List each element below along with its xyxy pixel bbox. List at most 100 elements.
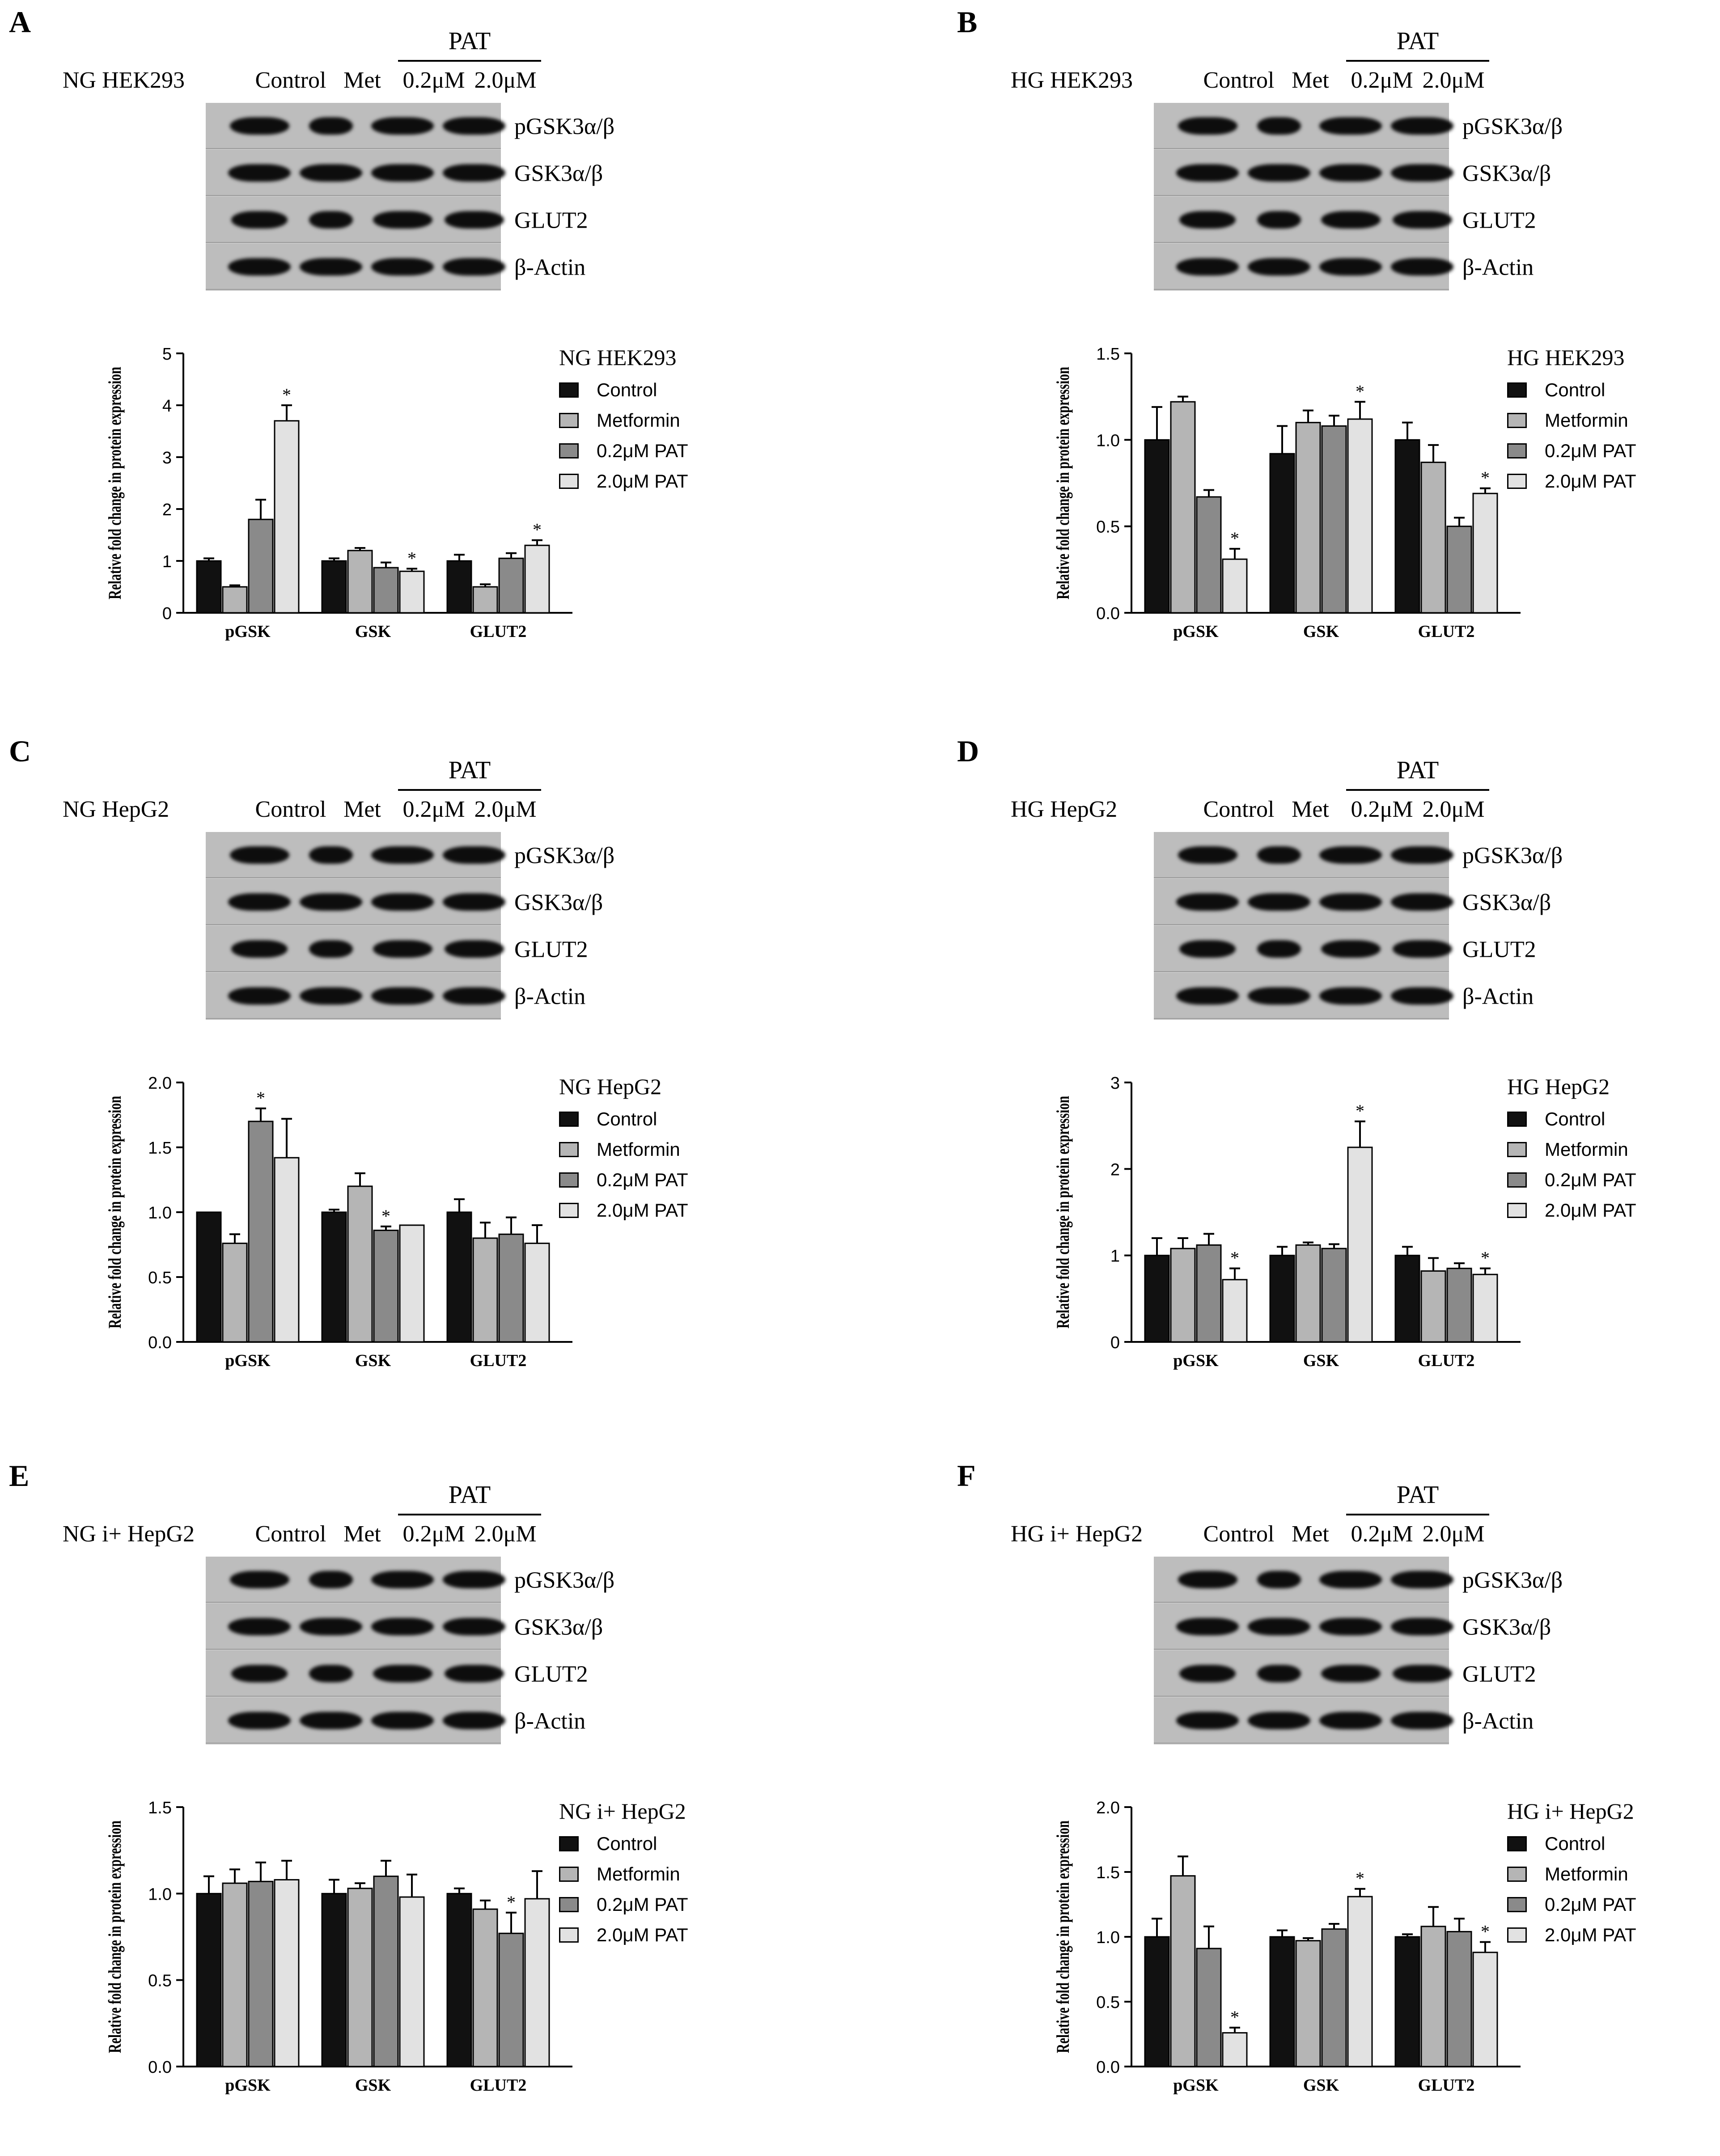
panel-label: E xyxy=(9,1459,30,1493)
panel-C: C NG HepG2 Control Met 0.2μM 2.0μM PAT pGSK3α/β… xyxy=(9,734,841,1431)
bar-chart: 0.0 0.5 1.0 1.5 Relative fold change in prot… xyxy=(105,1799,572,2095)
protein-band xyxy=(1257,940,1301,958)
bar xyxy=(1472,492,1498,614)
legend-item: Metformin xyxy=(1507,1859,1720,1889)
legend-swatch xyxy=(1507,1897,1527,1912)
legend-swatch xyxy=(1507,1836,1527,1851)
blot-strip xyxy=(206,197,504,243)
y-axis-label: Relative fold change in protein expressi… xyxy=(1053,1821,1073,2053)
protein-band xyxy=(1321,211,1381,229)
panel-D: D HG HepG2 Control Met 0.2μM 2.0μM PAT pGSK3α/β… xyxy=(957,734,1720,1431)
legend-item: 0.2μM PAT xyxy=(1507,1889,1720,1920)
protein-band xyxy=(1319,164,1382,182)
protein-band xyxy=(1179,940,1236,958)
protein-band xyxy=(300,258,362,276)
protein-band xyxy=(1248,258,1310,276)
bar xyxy=(1222,1279,1248,1343)
lane-label: 0.2μM xyxy=(1351,68,1413,93)
protein-band xyxy=(443,987,505,1005)
legend-swatch xyxy=(559,1836,579,1851)
significance-star: * xyxy=(1356,1101,1364,1121)
lane-label: Control xyxy=(1203,68,1275,93)
protein-label: pGSK3α/β xyxy=(1462,1567,1563,1593)
protein-band xyxy=(1179,1664,1236,1683)
protein-band xyxy=(1178,846,1237,864)
lane-label: 2.0μM xyxy=(474,797,537,822)
western-blot-image xyxy=(1154,103,1453,291)
bar xyxy=(196,1211,222,1343)
blot-header: NG i+ HepG2 Control Met 0.2μM 2.0μM PAT xyxy=(63,1481,577,1566)
lane-label: 2.0μM xyxy=(1422,1521,1485,1547)
protein-label: GSK3α/β xyxy=(514,890,603,915)
bar xyxy=(1196,1244,1222,1343)
lane-label: Control xyxy=(1203,797,1275,822)
panel-label: C xyxy=(9,734,31,768)
protein-band xyxy=(1319,1570,1382,1589)
significance-star: * xyxy=(1481,1248,1490,1268)
blot-header: NG HepG2 Control Met 0.2μM 2.0μM PAT xyxy=(63,756,577,841)
protein-label: GLUT2 xyxy=(514,937,588,962)
bar xyxy=(373,1876,399,2067)
bar xyxy=(1321,1248,1347,1343)
pat-underline xyxy=(1346,789,1489,791)
lane-label: 0.2μM xyxy=(402,797,465,822)
protein-band xyxy=(1257,117,1301,135)
x-category-label: GLUT2 xyxy=(1418,2076,1475,2095)
x-category-label: pGSK xyxy=(1173,622,1219,641)
protein-band xyxy=(444,211,504,229)
lane-label: 0.2μM xyxy=(402,1521,465,1547)
y-tick-label: 3 xyxy=(162,449,172,467)
chart-legend: NG HepG2 Control Metformin 0.2μM PAT 2.0μM P… xyxy=(559,1074,809,1226)
western-blot-image xyxy=(206,832,505,1020)
lane-label: Met xyxy=(343,1521,381,1547)
blot-strip xyxy=(1154,973,1453,1019)
lane-label: 0.2μM xyxy=(1351,797,1413,822)
bar xyxy=(524,544,550,614)
legend-item: 2.0μM PAT xyxy=(559,1195,809,1226)
blot-strip xyxy=(206,1651,504,1697)
panel-label: A xyxy=(9,5,31,39)
lane-label: 2.0μM xyxy=(1422,797,1485,822)
legend-item: 0.2μM PAT xyxy=(559,436,809,466)
protein-band xyxy=(1391,1570,1453,1589)
legend-swatch xyxy=(559,1927,579,1943)
bar xyxy=(248,518,274,614)
protein-band xyxy=(1248,987,1310,1005)
panel-label: B xyxy=(957,5,978,39)
x-category-label: pGSK xyxy=(225,622,271,641)
legend-item: 0.2μM PAT xyxy=(1507,1165,1720,1195)
y-tick-label: 1.5 xyxy=(148,1139,172,1158)
lane-label: Met xyxy=(1292,68,1329,93)
protein-band xyxy=(1257,211,1301,229)
y-tick-label: 3 xyxy=(1110,1074,1120,1093)
protein-band xyxy=(1257,1664,1301,1683)
significance-star: * xyxy=(1481,1922,1490,1942)
protein-band xyxy=(443,1570,505,1589)
bar xyxy=(1144,1936,1170,2067)
protein-band xyxy=(1392,211,1452,229)
legend-label: 0.2μM PAT xyxy=(1545,1894,1636,1915)
legend-label: Metformin xyxy=(1545,1139,1628,1160)
protein-band xyxy=(371,1570,434,1589)
legend-item: Control xyxy=(1507,1829,1720,1859)
bar xyxy=(321,1893,347,2067)
lane-label: Met xyxy=(1292,797,1329,822)
protein-band xyxy=(371,117,434,135)
protein-band xyxy=(373,211,432,229)
bar xyxy=(498,1233,524,1343)
protein-band xyxy=(444,1664,504,1683)
significance-star: * xyxy=(1230,528,1239,548)
bar xyxy=(1196,1948,1222,2067)
blot-header: NG HEK293 Control Met 0.2μM 2.0μM PAT xyxy=(63,27,577,112)
protein-band xyxy=(300,1617,362,1636)
protein-band xyxy=(309,117,353,135)
bar xyxy=(196,560,222,614)
y-tick-label: 1.0 xyxy=(1096,431,1120,450)
protein-label: GSK3α/β xyxy=(1462,161,1551,186)
protein-band xyxy=(1248,893,1310,911)
legend-item: 0.2μM PAT xyxy=(559,1165,809,1195)
protein-band xyxy=(1321,1664,1381,1683)
legend-swatch xyxy=(1507,1203,1527,1218)
protein-band xyxy=(1257,846,1301,864)
pat-label: PAT xyxy=(1396,756,1439,784)
